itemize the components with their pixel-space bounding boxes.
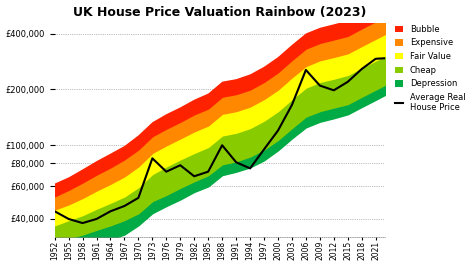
Title: UK House Price Valuation Rainbow (2023): UK House Price Valuation Rainbow (2023) (73, 6, 366, 19)
Legend: Bubble, Expensive, Fair Value, Cheap, Depression, Average Real
House Price: Bubble, Expensive, Fair Value, Cheap, De… (392, 22, 468, 115)
